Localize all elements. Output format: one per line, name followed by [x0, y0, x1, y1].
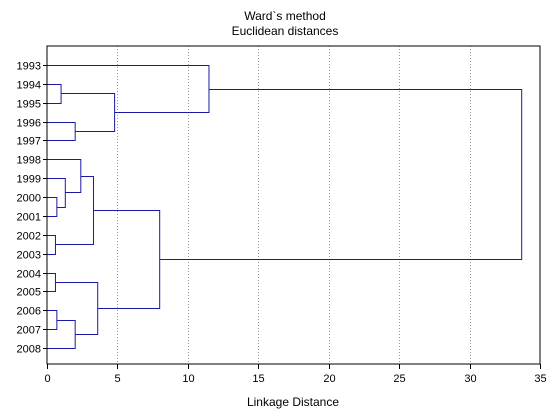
dendrogram-link	[47, 235, 56, 255]
x-tick-label: 5	[114, 373, 120, 385]
dendrogram-link	[61, 93, 116, 132]
leaf-labels: 1993 1994 1995 1996 1997 1998 1999 2000 2001 2002…	[17, 61, 47, 356]
leaf-label: 2004	[17, 269, 41, 281]
leaf-label: 1995	[17, 99, 41, 111]
leaf-label: 1997	[17, 136, 41, 148]
leaf-label: 2006	[17, 306, 41, 318]
leaf-label: 1994	[17, 80, 41, 92]
x-tick-label: 20	[323, 373, 335, 385]
x-tick-label: 10	[182, 373, 194, 385]
dendrogram-link	[47, 178, 66, 208]
x-axis-label: Linkage Distance	[247, 395, 339, 409]
dendrogram-link	[47, 197, 58, 217]
x-tick-label: 0	[44, 373, 50, 385]
x-axis: 0 5 10 15 20 25 30 35	[44, 364, 547, 385]
dendrogram-link	[93, 210, 161, 309]
leaf-label: 2005	[17, 287, 41, 299]
grid-lines	[117, 46, 471, 364]
x-tick-label: 25	[393, 373, 405, 385]
leaf-label: 1996	[17, 118, 41, 130]
leaf-label: 1993	[17, 61, 41, 73]
leaf-label: 2008	[17, 344, 41, 356]
dendrogram-link	[159, 89, 523, 260]
dendrogram-link	[47, 122, 76, 141]
chart-title: Ward`s method	[244, 9, 326, 23]
leaf-label: 2002	[17, 231, 41, 243]
leaf-label: 2000	[17, 193, 41, 205]
plot-frame	[46, 45, 541, 365]
leaf-label: 2001	[17, 212, 41, 224]
leaf-label: 1999	[17, 174, 41, 186]
leaf-label: 1998	[17, 155, 41, 167]
chart-subtitle: Euclidean distances	[232, 24, 339, 38]
dendrogram-link	[47, 84, 62, 104]
dendrogram-link	[47, 65, 210, 113]
x-tick-label: 35	[534, 373, 546, 385]
x-tick-label: 15	[252, 373, 264, 385]
dendrogram-link	[47, 273, 56, 292]
dendrogram-link	[55, 282, 99, 335]
x-tick-label: 30	[464, 373, 476, 385]
leaf-label: 2007	[17, 325, 41, 337]
dendrogram-links	[47, 65, 523, 349]
leaf-label: 2003	[17, 250, 41, 262]
dendrogram-link	[47, 159, 82, 193]
dendrogram-link	[55, 176, 94, 245]
dendrogram-link	[47, 320, 76, 349]
dendrogram-link	[47, 310, 58, 330]
